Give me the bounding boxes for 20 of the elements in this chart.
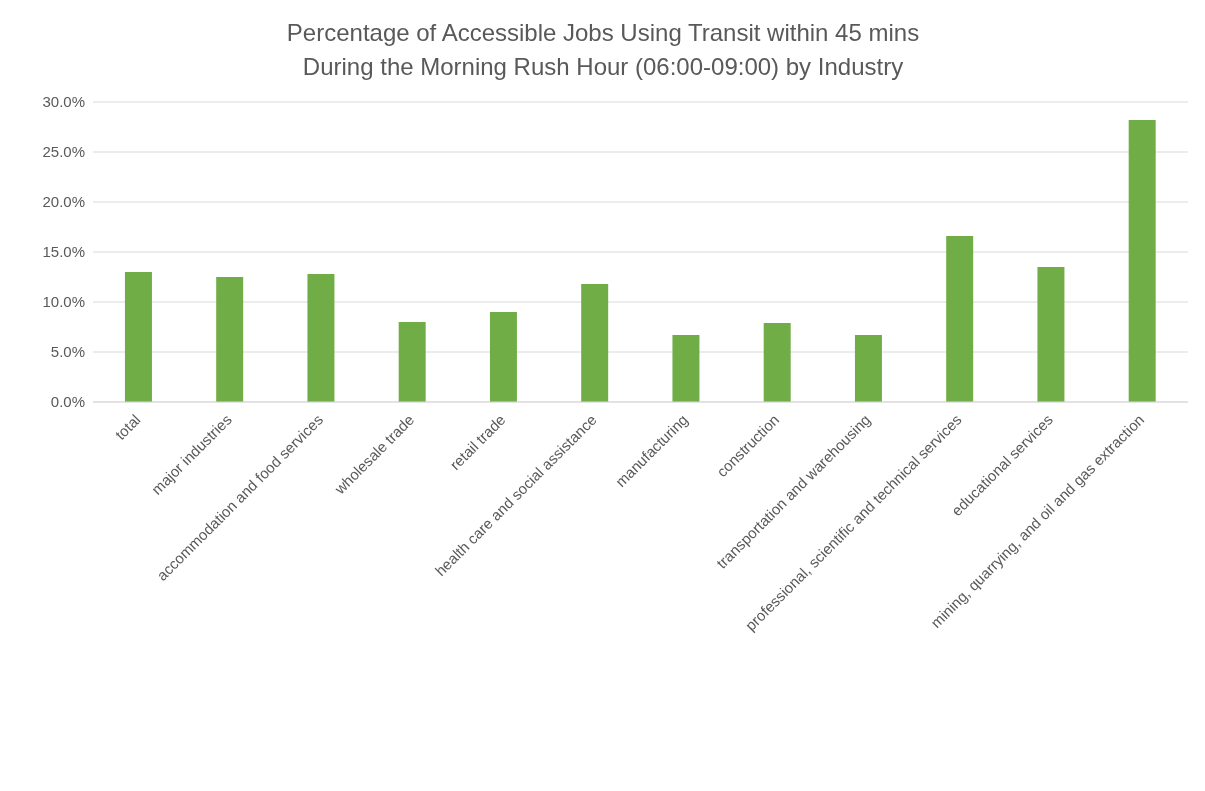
bar (489, 312, 517, 402)
y-tick-label: 20.0% (42, 193, 85, 211)
bar (216, 277, 244, 402)
bar (763, 323, 791, 402)
chart-title: Percentage of Accessible Jobs Using Transit within 45 mins During the Morning Rush Hour (06:00-09:00) by Industry (285, 18, 921, 82)
bar (854, 335, 882, 402)
y-tick-label: 10.0% (42, 293, 85, 311)
y-tick-label: 5.0% (50, 343, 85, 361)
bar (398, 322, 426, 402)
bar (672, 335, 700, 402)
bar (124, 272, 152, 402)
y-tick-label: 25.0% (42, 143, 85, 161)
bar (581, 284, 609, 402)
y-tick-label: 15.0% (42, 243, 85, 261)
bar (1128, 120, 1156, 402)
bar (307, 274, 335, 402)
y-tick-label: 30.0% (42, 93, 85, 111)
bar (946, 236, 974, 402)
bar (1037, 267, 1065, 402)
y-tick-label: 0.0% (50, 393, 85, 411)
